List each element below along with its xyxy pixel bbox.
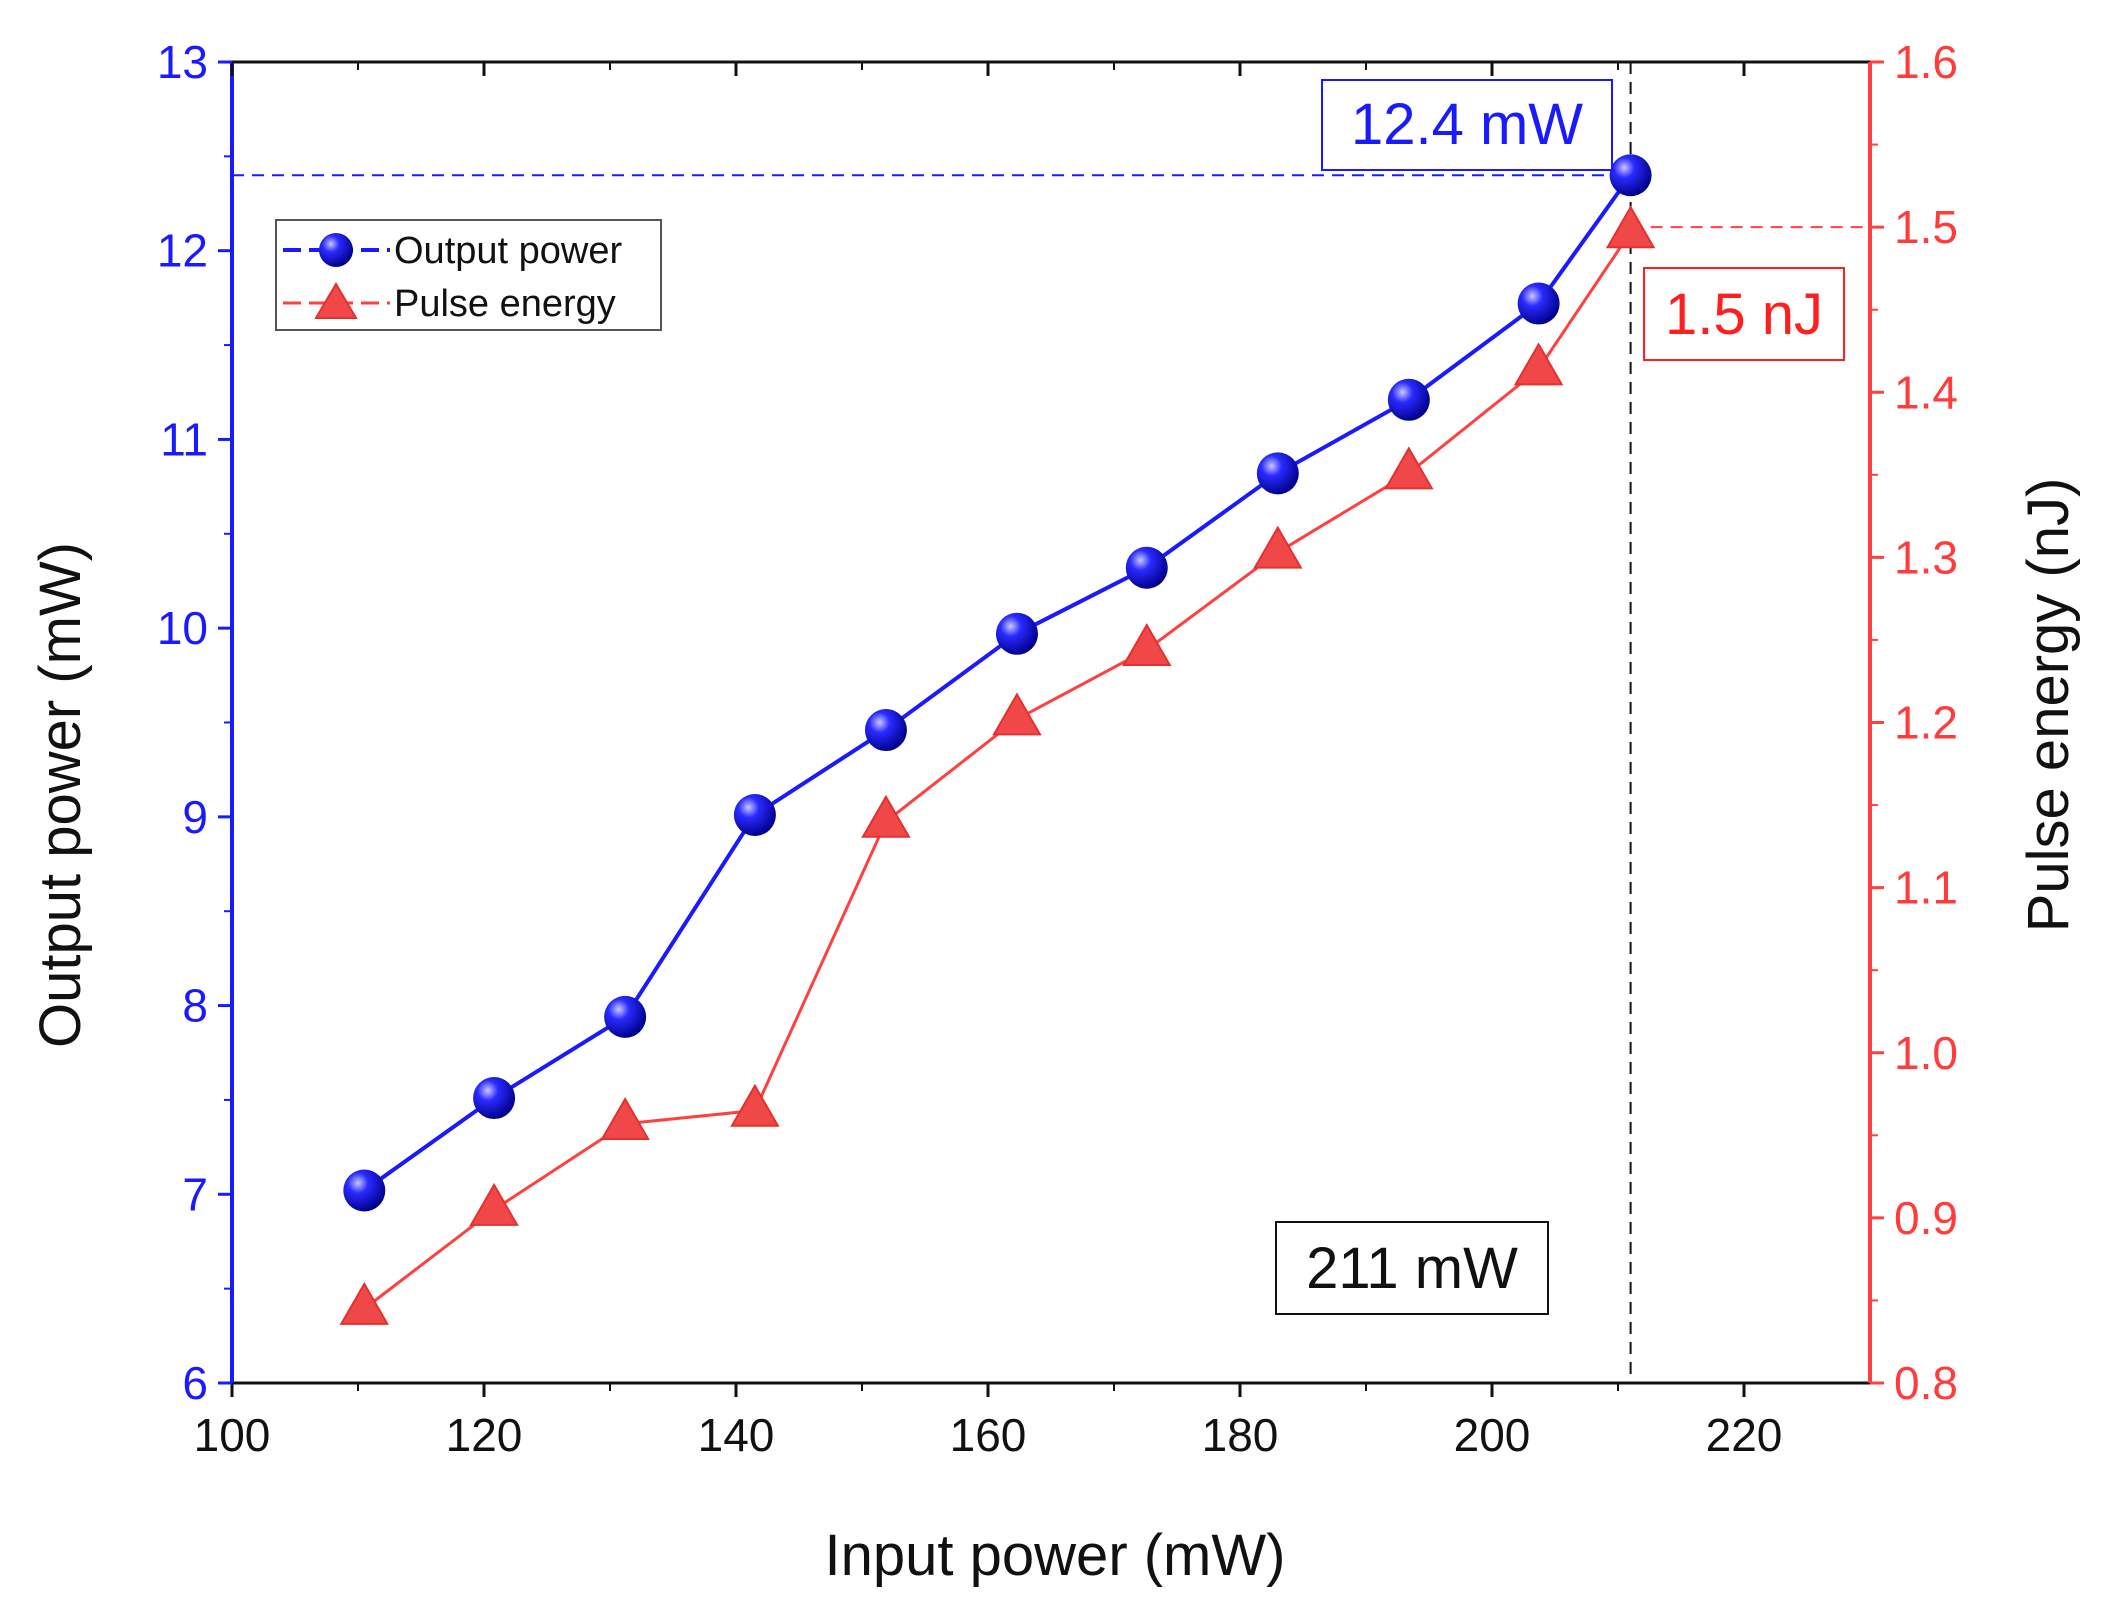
legend: Output power Pulse energy — [275, 219, 662, 331]
y-right-tick-label: 0.8 — [1894, 1357, 1958, 1409]
data-point-pulse-energy — [1122, 623, 1172, 667]
data-point-pulse-energy — [1384, 446, 1434, 490]
annotation-max-input-power-box — [1275, 1221, 1549, 1315]
legend-entry-pulse-energy: Pulse energy — [283, 282, 616, 325]
legend-entry-output-power: Output power — [283, 230, 622, 272]
y-right-tick-label: 1.0 — [1894, 1027, 1958, 1079]
data-point-output-power — [1609, 154, 1652, 197]
data-point-output-power — [733, 793, 776, 836]
annotation-max-output-power-text: 12.4 mW — [1351, 92, 1583, 157]
data-point-output-power — [1517, 282, 1560, 325]
y-left-tick-label: 13 — [157, 36, 208, 88]
y-right-tick-label: 1.3 — [1894, 531, 1958, 583]
annotation-max-pulse-energy-text: 1.5 nJ — [1665, 282, 1823, 347]
series-layer — [339, 154, 1656, 1325]
x-axis-title: Input power (mW) — [825, 1523, 1286, 1588]
guide-lines — [232, 62, 1870, 1383]
axes-layer: 100 120 140 160 180 200 220 6 7 8 9 10 11 12 13 0.8 0.9 1… — [157, 36, 1958, 1461]
data-point-output-power — [1256, 452, 1299, 495]
y-right-tick-label: 1.4 — [1894, 366, 1958, 418]
y-left-tick-label: 9 — [182, 791, 208, 843]
y-left-tick-label: 11 — [160, 413, 208, 465]
x-tick-label: 220 — [1706, 1409, 1783, 1461]
x-tick-label: 140 — [698, 1409, 775, 1461]
annotation-max-input-power: 211 mW — [1275, 1221, 1549, 1315]
y-axis-left-title: Output power (mW) — [28, 542, 93, 1048]
data-point-pulse-energy — [339, 1281, 390, 1325]
data-point-output-power — [1125, 546, 1168, 589]
annotation-max-pulse-energy: 1.5 nJ — [1643, 267, 1845, 361]
data-point-output-power — [604, 995, 647, 1038]
x-tick-label: 160 — [950, 1409, 1027, 1461]
legend-label-output-power: Output power — [394, 230, 622, 272]
annotation-max-output-power-box — [1321, 79, 1613, 171]
data-point-pulse-energy — [861, 794, 911, 838]
legend-label-pulse-energy: Pulse energy — [394, 283, 616, 325]
data-point-pulse-energy — [600, 1096, 650, 1140]
x-tick-label: 120 — [446, 1409, 523, 1461]
y-right-tick-label: 1.5 — [1894, 201, 1958, 253]
legend-marker-pulse-energy — [314, 282, 358, 319]
data-point-pulse-energy — [1605, 205, 1656, 249]
series-line-pulse-energy — [363, 231, 1632, 1310]
y-left-tick-label: 7 — [182, 1168, 208, 1220]
data-point-pulse-energy — [992, 692, 1042, 736]
y-right-tick-label: 1.6 — [1894, 36, 1958, 88]
x-tick-label: 200 — [1454, 1409, 1531, 1461]
annotation-max-pulse-energy-box — [1643, 267, 1845, 361]
annotation-max-output-power: 12.4 mW — [1321, 79, 1613, 171]
y-left-tick-label: 10 — [157, 602, 208, 654]
y-left-tick-label: 6 — [182, 1357, 208, 1409]
data-point-pulse-energy — [1253, 525, 1303, 569]
y-left-tick-label: 12 — [157, 225, 208, 277]
data-point-output-power — [343, 1169, 386, 1212]
y-axis-right-title: Pulse energy (nJ) — [2016, 478, 2081, 933]
data-point-output-power — [1387, 378, 1430, 421]
data-point-pulse-energy — [469, 1182, 519, 1226]
legend-marker-output-power — [319, 233, 353, 267]
data-point-output-power — [995, 612, 1038, 655]
data-point-pulse-energy — [730, 1083, 780, 1127]
x-tick-label: 180 — [1202, 1409, 1279, 1461]
y-left-tick-label: 8 — [182, 980, 208, 1032]
x-tick-label: 100 — [194, 1409, 271, 1461]
data-point-output-power — [473, 1077, 516, 1120]
annotation-max-input-power-text: 211 mW — [1306, 1236, 1518, 1301]
data-point-output-power — [864, 709, 907, 752]
y-right-tick-label: 0.9 — [1894, 1192, 1958, 1244]
data-point-pulse-energy — [1513, 342, 1564, 386]
y-right-tick-label: 1.1 — [1894, 862, 1958, 914]
y-right-tick-label: 1.2 — [1894, 697, 1958, 749]
